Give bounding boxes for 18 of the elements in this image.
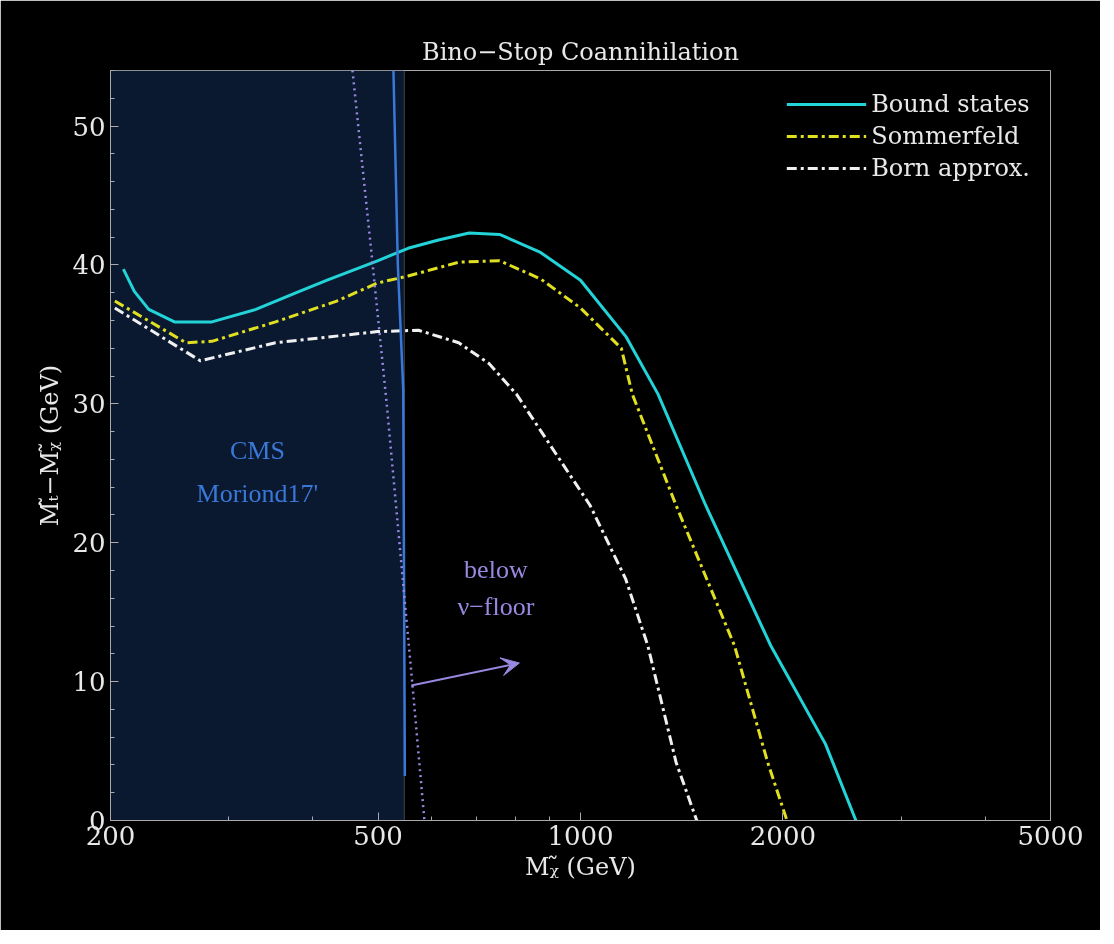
y-tick-label: 50 bbox=[72, 111, 106, 142]
band-label: CMS Moriond17' bbox=[196, 435, 319, 508]
y-tick-label: 30 bbox=[72, 389, 106, 420]
legend-label: Sommerfeld bbox=[871, 122, 1020, 150]
legend-label: Bound states bbox=[871, 90, 1030, 118]
legend-label: Born approx. bbox=[871, 154, 1030, 182]
x-tick-label: 1000 bbox=[547, 820, 614, 851]
y-tick-label: 20 bbox=[72, 528, 106, 559]
annotation: below ν−floor bbox=[457, 554, 535, 622]
x-tick-label: 500 bbox=[353, 820, 403, 851]
x-tick-label: 5000 bbox=[1017, 820, 1084, 851]
chart-title: Bino−Stop Coannihilation bbox=[422, 37, 739, 66]
y-tick-label: 40 bbox=[72, 250, 106, 281]
x-axis-title: Mᵪ̃ (GeV) bbox=[525, 852, 636, 881]
y-axis-title: Mₜ̃−Mᵪ̃ (GeV) bbox=[36, 364, 65, 527]
y-tick-label: 10 bbox=[72, 667, 106, 698]
x-tick-label: 2000 bbox=[749, 820, 817, 851]
line-series bbox=[392, 70, 407, 778]
